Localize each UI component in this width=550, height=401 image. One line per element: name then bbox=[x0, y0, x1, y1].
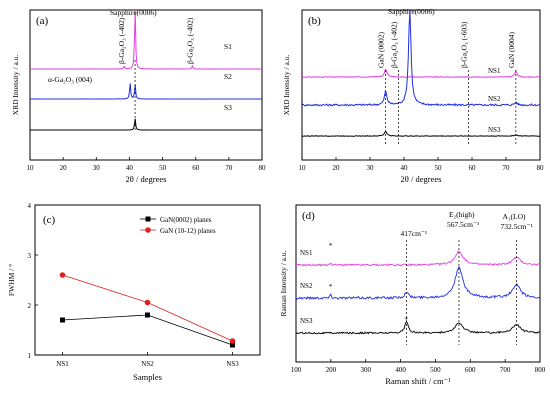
series-line-s3 bbox=[29, 118, 263, 131]
panel-b-xtick-label: 60 bbox=[469, 164, 477, 172]
annotation-beta-603: β-Ga₂O₃ (-603) bbox=[460, 21, 469, 68]
panel-c-ylabel: FWHM / ° bbox=[7, 264, 16, 296]
annotation-e2-high: E₂(high) bbox=[449, 210, 475, 219]
panel-c-ytick-label: 1 bbox=[28, 352, 32, 360]
panel-d-xtick-label: 400 bbox=[395, 366, 406, 374]
data-point-circle bbox=[59, 272, 66, 278]
panel-b-xtick-label: 30 bbox=[367, 164, 375, 172]
annotation-alpha-004: α-Ga₂O₃ (004) bbox=[48, 75, 92, 84]
panel-a-ylabel: XRD Intensity / a.u. bbox=[11, 55, 20, 116]
series-label-s2: S2 bbox=[224, 72, 232, 81]
series-label-ns2: NS2 bbox=[300, 282, 313, 290]
data-point-square bbox=[230, 342, 235, 348]
annotation-beta-402: β-Ga₂O₃ (-402) bbox=[117, 17, 126, 64]
series-label-ns1: NS1 bbox=[300, 249, 313, 257]
panel-d-xtick-label: 100 bbox=[291, 366, 302, 374]
series-line-s1 bbox=[29, 11, 263, 70]
panel-b-xtick-label: 80 bbox=[537, 164, 545, 172]
data-point-circle bbox=[144, 299, 151, 306]
panel-d-xtick-label: 500 bbox=[430, 366, 441, 374]
annotation-567: 567.5cm⁻¹ bbox=[447, 220, 479, 229]
panel-d: NS1NS2NS3417cm⁻¹E₂(high)567.5cm⁻¹A₁(LO)7… bbox=[279, 204, 546, 386]
panel-c-ytick-label: 4 bbox=[28, 202, 32, 210]
panel-c-xlabel: Samples bbox=[133, 372, 162, 382]
series-line-1 bbox=[62, 274, 233, 342]
panel-d-ylabel: Raman Intensity / a.u. bbox=[279, 250, 288, 316]
series-label-ns3: NS3 bbox=[488, 126, 501, 134]
annotation-gan-0004: GaN (0004) bbox=[507, 31, 516, 68]
panel-a-xtick-label: 60 bbox=[192, 164, 200, 172]
series-line-ns1 bbox=[301, 68, 541, 78]
panel-a-xtick-label: 30 bbox=[93, 164, 101, 172]
panel-b-xlabel: 2θ / degrees bbox=[401, 174, 442, 184]
panel-c-category-label: NS2 bbox=[141, 360, 154, 368]
panel-b-xtick-label: 50 bbox=[435, 164, 443, 172]
panel-d-panel-label: (d) bbox=[302, 210, 315, 222]
annotation-asterisk: * bbox=[329, 242, 333, 250]
panel-b: NS1 NS2 NS3 GaN (0002) β-Ga₂O₃ (-402) β-Ga₂O₃… bbox=[282, 7, 544, 184]
series-line-s2 bbox=[29, 83, 263, 100]
series-label-s1: S1 bbox=[224, 42, 232, 51]
panel-c-panel-label: (c) bbox=[43, 214, 56, 226]
series-line-ns3 bbox=[301, 131, 541, 137]
annotation-a1-lo: A₁(LO) bbox=[502, 212, 526, 221]
panel-a-frame bbox=[29, 9, 263, 161]
series-line-ns3 bbox=[295, 321, 541, 335]
panel-b-xtick-label: 10 bbox=[299, 164, 307, 172]
data-point-circle bbox=[229, 338, 236, 344]
panel-d-xtick-label: 600 bbox=[465, 366, 476, 374]
panel-b-panel-label: (b) bbox=[308, 15, 321, 27]
panel-d-frame bbox=[295, 204, 541, 363]
panel-c: 1 2 3 4 NS1 NS2 NS3 GaN(0002) planes GaN (10-12)… bbox=[7, 202, 261, 382]
panel-b-xtick-label: 70 bbox=[503, 164, 511, 172]
series-line-ns2 bbox=[295, 266, 541, 300]
annotation-asterisk: * bbox=[329, 283, 333, 291]
annotation-asterisk: * bbox=[404, 316, 408, 324]
annotation-beta-402: β-Ga₂O₃ (-402) bbox=[390, 21, 399, 68]
panel-b-ylabel: XRD Intensity / a.u. bbox=[282, 55, 291, 116]
panel-b-xtick-label: 40 bbox=[401, 164, 409, 172]
panel-b-xtick-label: 20 bbox=[333, 164, 341, 172]
panel-a-xtick-label: 10 bbox=[27, 164, 35, 172]
series-line-ns2 bbox=[301, 11, 541, 107]
panel-d-xtick-label: 300 bbox=[360, 366, 371, 374]
legend-marker-circle bbox=[145, 227, 151, 233]
data-point-square bbox=[145, 312, 150, 318]
panel-a-xtick-label: 20 bbox=[60, 164, 68, 172]
panel-b-frame bbox=[301, 9, 541, 161]
panel-d-xtick-label: 800 bbox=[535, 366, 546, 374]
series-label-s3: S3 bbox=[224, 103, 232, 112]
annotation-sapphire: Sapphire(0006) bbox=[110, 8, 157, 17]
annotation-gan-0002: GaN (0002) bbox=[377, 31, 386, 68]
annotation-sapphire: Sapphire(0006) bbox=[388, 7, 435, 16]
panel-c-ytick-label: 3 bbox=[28, 252, 32, 260]
panel-a-xlabel: 2θ / degrees bbox=[126, 174, 167, 184]
series-label-ns1: NS1 bbox=[488, 67, 501, 75]
panel-a-xtick-label: 50 bbox=[159, 164, 167, 172]
panel-d-xtick-label: 200 bbox=[326, 366, 337, 374]
panel-d-xtick-label: 700 bbox=[500, 366, 511, 374]
panel-c-ytick-label: 2 bbox=[28, 302, 32, 310]
panel-d-xlabel: Raman shift / cm⁻¹ bbox=[385, 376, 451, 386]
legend-label: GaN(0002) planes bbox=[160, 216, 212, 224]
series-label-ns3: NS3 bbox=[300, 317, 313, 325]
annotation-732: 732.5cm⁻¹ bbox=[500, 222, 532, 231]
panel-c-category-label: NS1 bbox=[56, 360, 69, 368]
data-point-square bbox=[60, 317, 65, 323]
panel-a-xtick-label: 70 bbox=[225, 164, 233, 172]
panel-a-panel-label: (a) bbox=[36, 15, 49, 27]
series-label-ns2: NS2 bbox=[488, 95, 501, 103]
series-line-ns1 bbox=[295, 250, 541, 267]
legend-label: GaN (10-12) planes bbox=[160, 227, 216, 235]
annotation-beta-402-b: β-Ga₂O₃ (-402) bbox=[185, 17, 194, 64]
annotation-417: 417cm⁻¹ bbox=[400, 229, 427, 238]
panel-c-category-label: NS3 bbox=[226, 360, 239, 368]
panel-a-xtick-label: 80 bbox=[259, 164, 267, 172]
legend-marker-square bbox=[145, 216, 151, 222]
panel-a-xtick-label: 40 bbox=[126, 164, 134, 172]
series-line-0 bbox=[62, 314, 233, 346]
